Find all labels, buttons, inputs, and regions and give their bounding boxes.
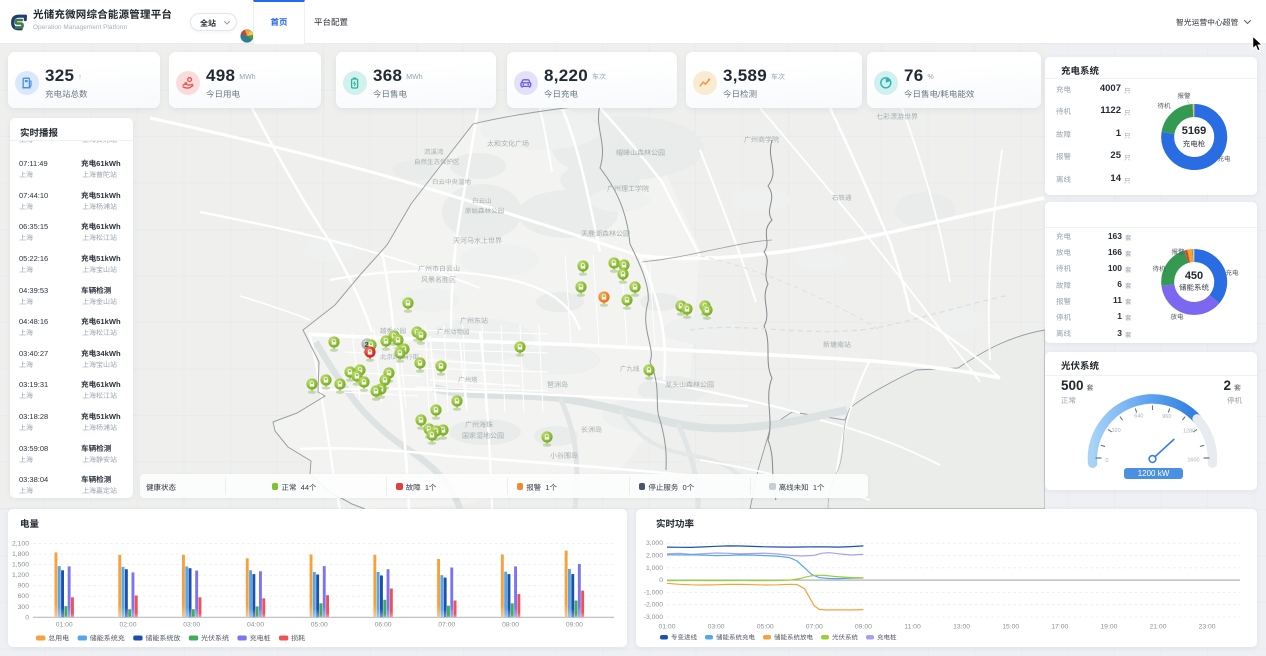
- svg-text:储能系统充电: 储能系统充电: [716, 634, 756, 642]
- svg-text:900: 900: [18, 583, 30, 590]
- svg-text:1,800: 1,800: [12, 551, 29, 558]
- svg-text:08:00: 08:00: [502, 621, 519, 628]
- svg-text:06:00: 06:00: [375, 621, 392, 628]
- svg-text:储能系统放电: 储能系统放电: [774, 634, 814, 642]
- svg-text:0: 0: [25, 614, 29, 621]
- svg-text:04:00: 04:00: [247, 621, 264, 628]
- svg-text:01:00: 01:00: [56, 621, 73, 628]
- svg-text:0: 0: [659, 577, 663, 584]
- svg-text:1600: 1600: [1187, 458, 1199, 464]
- svg-text:03:00: 03:00: [708, 624, 725, 631]
- svg-text:450: 450: [1185, 270, 1203, 282]
- svg-text:储能系统放: 储能系统放: [145, 635, 180, 643]
- svg-text:960: 960: [1162, 414, 1171, 420]
- svg-text:风景名胜区: 风景名胜区: [421, 276, 456, 284]
- svg-text:自然生态保护区: 自然生态保护区: [414, 158, 460, 166]
- svg-text:储能系统充: 储能系统充: [90, 635, 125, 643]
- svg-text:报警: 报警: [1172, 248, 1186, 256]
- svg-text:充电枪: 充电枪: [1183, 140, 1206, 149]
- svg-text:光伏系统: 光伏系统: [832, 634, 859, 642]
- svg-text:天河马水上世界: 天河马水上世界: [453, 237, 502, 245]
- svg-text:01:00: 01:00: [658, 624, 675, 631]
- svg-text:报警: 报警: [1178, 92, 1192, 100]
- svg-text:1,500: 1,500: [12, 562, 29, 569]
- svg-text:总用电: 总用电: [48, 635, 69, 643]
- svg-text:11:00: 11:00: [904, 624, 921, 631]
- svg-text:广州海珠: 广州海珠: [465, 421, 493, 429]
- svg-text:2,000: 2,000: [646, 553, 663, 560]
- svg-text:05:00: 05:00: [757, 624, 774, 631]
- svg-text:天鹿湖森林公园: 天鹿湖森林公园: [581, 230, 630, 238]
- svg-text:小谷围岛: 小谷围岛: [550, 452, 578, 460]
- svg-text:光伏系统: 光伏系统: [201, 635, 229, 643]
- svg-text:03:00: 03:00: [183, 621, 200, 628]
- svg-text:-3,000: -3,000: [644, 614, 663, 621]
- svg-text:17:00: 17:00: [1051, 624, 1068, 631]
- svg-text:广州商学院: 广州商学院: [744, 136, 779, 144]
- svg-text:白云中央湿地: 白云中央湿地: [432, 178, 472, 186]
- svg-text:2: 2: [365, 340, 369, 349]
- svg-text:15:00: 15:00: [1002, 624, 1019, 631]
- svg-text:640: 640: [1134, 414, 1143, 420]
- svg-text:帽峰山森林公园: 帽峰山森林公园: [616, 149, 665, 157]
- svg-text:07:00: 07:00: [806, 624, 823, 631]
- svg-text:国家湿地公园: 国家湿地公园: [462, 432, 504, 440]
- svg-text:长洲岛: 长洲岛: [581, 426, 602, 434]
- svg-text:损耗: 损耗: [291, 635, 305, 643]
- svg-text:23:00: 23:00: [1199, 624, 1216, 631]
- svg-text:充电: 充电: [1226, 269, 1240, 277]
- svg-text:0: 0: [1105, 458, 1108, 464]
- svg-text:石铁通: 石铁通: [832, 194, 852, 202]
- svg-text:320: 320: [1112, 428, 1121, 434]
- svg-text:广州市白云山: 广州市白云山: [418, 265, 460, 273]
- svg-text:放电: 放电: [1171, 313, 1185, 321]
- svg-text:09:00: 09:00: [855, 624, 872, 631]
- svg-text:充电: 充电: [1218, 155, 1232, 163]
- svg-text:-1,000: -1,000: [644, 589, 663, 596]
- svg-text:21:00: 21:00: [1149, 624, 1166, 631]
- svg-text:广州动物园: 广州动物园: [437, 328, 470, 336]
- svg-text:原始森林公园: 原始森林公园: [465, 207, 504, 215]
- svg-text:3,000: 3,000: [646, 540, 663, 547]
- svg-text:流溪湾: 流溪湾: [424, 148, 444, 156]
- svg-text:05:00: 05:00: [311, 621, 328, 628]
- svg-text:-2,000: -2,000: [644, 602, 663, 609]
- svg-text:07:00: 07:00: [438, 621, 455, 628]
- svg-text:02:00: 02:00: [119, 621, 136, 628]
- svg-text:琶洲岛: 琶洲岛: [547, 381, 568, 389]
- svg-text:广九线: 广九线: [620, 365, 640, 373]
- svg-text:储能系统: 储能系统: [1179, 283, 1209, 292]
- svg-text:待机: 待机: [1153, 265, 1167, 273]
- svg-text:充电桩: 充电桩: [250, 635, 271, 643]
- svg-text:太和文化广场: 太和文化广场: [487, 140, 529, 148]
- svg-text:龙头山森林公园: 龙头山森林公园: [665, 381, 714, 389]
- svg-text:新塘南站: 新塘南站: [823, 341, 851, 349]
- svg-text:广州东站: 广州东站: [460, 317, 488, 325]
- svg-text:白云山: 白云山: [472, 197, 492, 205]
- svg-text:09:00: 09:00: [566, 621, 583, 628]
- svg-text:七彩漂游世界: 七彩漂游世界: [876, 113, 918, 121]
- svg-text:2,100: 2,100: [12, 541, 29, 548]
- svg-text:1280: 1280: [1183, 428, 1195, 434]
- svg-text:600: 600: [18, 593, 30, 600]
- svg-text:1,200: 1,200: [12, 572, 29, 579]
- svg-text:1,000: 1,000: [646, 565, 663, 572]
- svg-text:300: 300: [18, 604, 30, 611]
- svg-text:13:00: 13:00: [953, 624, 970, 631]
- svg-text:专变进线: 专变进线: [671, 634, 698, 642]
- svg-text:充电桩: 充电桩: [877, 634, 897, 642]
- svg-text:广州理工学院: 广州理工学院: [607, 185, 649, 193]
- svg-text:待机: 待机: [1158, 102, 1172, 110]
- svg-text:广州塔: 广州塔: [458, 376, 478, 384]
- svg-text:19:00: 19:00: [1100, 624, 1117, 631]
- svg-text:5169: 5169: [1182, 125, 1206, 137]
